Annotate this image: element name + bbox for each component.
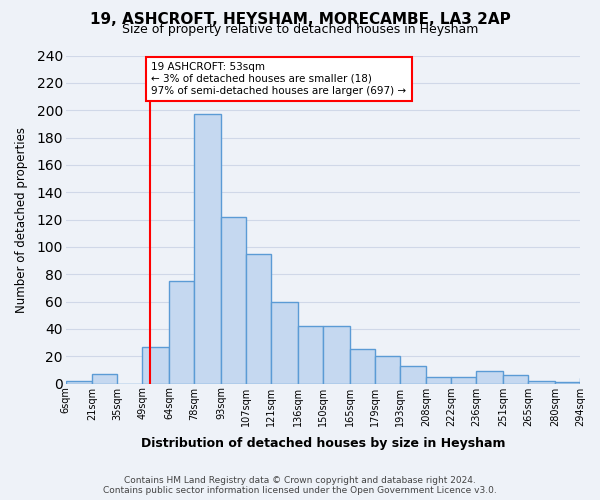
Y-axis label: Number of detached properties: Number of detached properties [15, 126, 28, 312]
Bar [503, 376, 528, 384]
Bar [169, 281, 194, 384]
Bar [374, 356, 400, 384]
Bar [92, 374, 118, 384]
Bar [323, 326, 350, 384]
Bar [400, 366, 427, 384]
Text: 19, ASHCROFT, HEYSHAM, MORECAMBE, LA3 2AP: 19, ASHCROFT, HEYSHAM, MORECAMBE, LA3 2A… [89, 12, 511, 28]
Bar [476, 372, 503, 384]
Text: Contains HM Land Registry data © Crown copyright and database right 2024.
Contai: Contains HM Land Registry data © Crown c… [103, 476, 497, 495]
Bar [221, 217, 246, 384]
Bar [194, 114, 221, 384]
Text: Size of property relative to detached houses in Heysham: Size of property relative to detached ho… [122, 22, 478, 36]
Text: 19 ASHCROFT: 53sqm
← 3% of detached houses are smaller (18)
97% of semi-detached: 19 ASHCROFT: 53sqm ← 3% of detached hous… [151, 62, 406, 96]
X-axis label: Distribution of detached houses by size in Heysham: Distribution of detached houses by size … [140, 437, 505, 450]
Bar [298, 326, 323, 384]
Bar [246, 254, 271, 384]
Bar [528, 381, 555, 384]
Bar [350, 350, 374, 384]
Bar [427, 377, 451, 384]
Bar [451, 377, 476, 384]
Bar [271, 302, 298, 384]
Bar [65, 381, 92, 384]
Bar [555, 382, 580, 384]
Bar [580, 378, 600, 384]
Bar [142, 346, 169, 384]
